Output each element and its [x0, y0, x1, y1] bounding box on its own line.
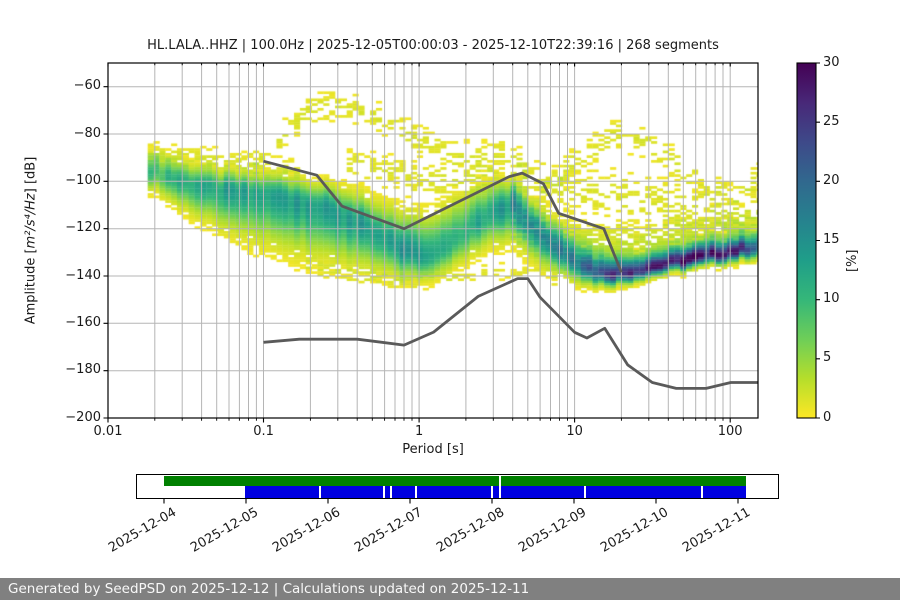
timeline-gap — [491, 485, 494, 498]
timeline-date-label: 2025-12-07 — [352, 505, 426, 556]
timeline-gap — [318, 485, 321, 498]
timeline-date-label: 2025-12-09 — [516, 505, 590, 556]
x-tick-label: 1 — [414, 424, 424, 439]
timeline-date-label: 2025-12-05 — [188, 505, 262, 556]
y-tick-label: −100 — [65, 172, 101, 188]
colorbar-tick-label: 20 — [823, 172, 840, 188]
footer-text: Generated by SeedPSD on 2025-12-12 | Cal… — [8, 581, 530, 597]
colorbar-tick-label: 25 — [823, 113, 840, 129]
colorbar-tick-label: 30 — [823, 54, 840, 70]
y-axis-label-prefix: Amplitude [ — [23, 248, 39, 325]
chart-title: HL.LALA..HHZ | 100.0Hz | 2025-12-05T00:0… — [147, 38, 719, 53]
colorbar-gradient — [797, 63, 816, 418]
timeline-gap — [414, 485, 417, 498]
timeline-gap — [499, 485, 502, 498]
timeline-gap — [583, 485, 586, 498]
timeline-gap — [701, 485, 704, 498]
timeline-gap — [499, 476, 502, 486]
y-tick-label: −120 — [65, 220, 101, 236]
y-tick-label: −200 — [65, 409, 101, 425]
colorbar-tick-label: 15 — [823, 232, 840, 247]
colorbar-tick-label: 5 — [823, 350, 832, 366]
x-tick-label: 10 — [566, 424, 583, 439]
timeline-date-label: 2025-12-08 — [434, 505, 508, 556]
colorbar-tick-label: 0 — [823, 409, 832, 425]
timeline-bar-processed-coverage — [164, 476, 747, 486]
timeline-bar-data-coverage — [245, 485, 747, 498]
y-tick-label: −140 — [65, 267, 101, 283]
y-tick-label: −60 — [73, 78, 101, 94]
timeline-date-label: 2025-12-10 — [598, 505, 672, 556]
ppsd-histogram-canvas — [108, 63, 758, 418]
colorbar-label: [%] — [845, 249, 860, 273]
footer-bar: Generated by SeedPSD on 2025-12-12 | Cal… — [0, 578, 900, 600]
colorbar-tick-label: 10 — [823, 291, 840, 307]
y-tick-label: −80 — [73, 125, 101, 141]
y-axis-label-units: m²/s⁴/Hz — [23, 193, 39, 249]
x-tick-label: 0.01 — [93, 424, 123, 439]
y-axis-label-suffix: ] [dB] — [23, 156, 39, 194]
x-axis-label: Period [s] — [402, 442, 464, 457]
timeline-box — [136, 474, 779, 499]
y-tick-label: −180 — [65, 362, 101, 378]
x-tick-label: 100 — [717, 424, 743, 439]
timeline-gap — [390, 485, 393, 498]
timeline-gap — [382, 485, 385, 498]
timeline-date-label: 2025-12-04 — [106, 505, 180, 556]
timeline-date-label: 2025-12-06 — [270, 505, 344, 556]
y-axis-label: Amplitude [m²/s⁴/Hz] [dB] — [24, 91, 41, 391]
y-tick-label: −160 — [65, 314, 101, 330]
x-tick-label: 0.1 — [253, 424, 274, 439]
timeline-date-label: 2025-12-11 — [680, 505, 754, 556]
